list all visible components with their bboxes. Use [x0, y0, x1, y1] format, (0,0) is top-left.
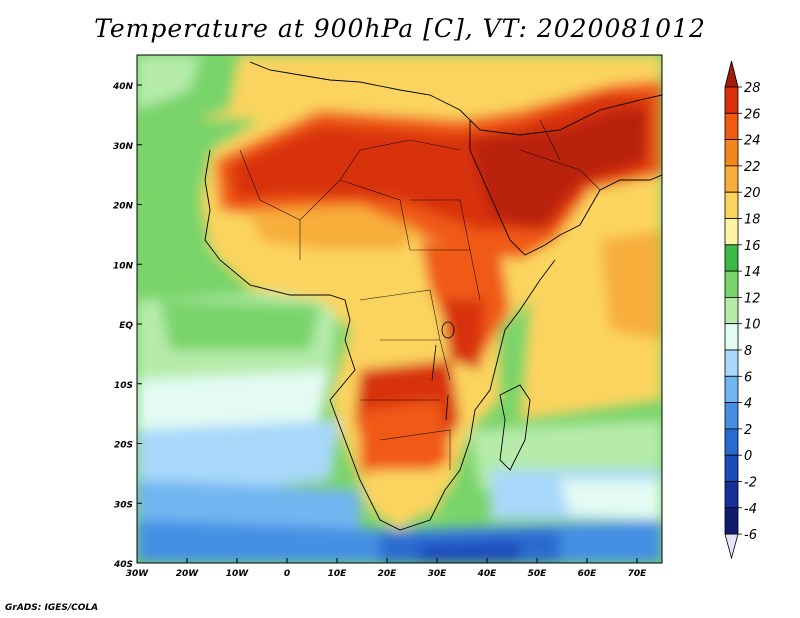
- colorbar-segment: [724, 296, 739, 325]
- lat-label: 30N: [113, 142, 134, 152]
- lat-label: 40N: [112, 82, 134, 92]
- colorbar-label: 10: [744, 318, 761, 333]
- map-title: Temperature at 900hPa [C], VT: 202008101…: [94, 14, 706, 43]
- colorbar-segment: [724, 270, 739, 298]
- lon-label: 0: [284, 569, 290, 579]
- credit-text: GrADS: IGES/COLA: [5, 603, 99, 613]
- lakes: [431, 321, 455, 421]
- colorbar-bottom-arrow: [724, 533, 739, 560]
- map-plot-area: [137, 55, 662, 563]
- colorbar-segment: [724, 139, 739, 167]
- colorbar-label: -6: [744, 528, 757, 543]
- lat-label: 10N: [113, 261, 134, 271]
- lat-label: 40S: [113, 560, 133, 570]
- lat-label: 20S: [114, 441, 133, 451]
- lat-label: 30S: [114, 500, 133, 510]
- colorbar-segment: [724, 507, 739, 535]
- country-borders: [239, 119, 601, 470]
- lon-label: 10E: [328, 569, 348, 579]
- lon-label: 40E: [477, 569, 498, 579]
- lat-label: 10S: [114, 381, 133, 391]
- colorbar-label: 14: [744, 265, 761, 280]
- colorbar-label: 2: [744, 423, 752, 438]
- map-frame: [136, 54, 663, 564]
- lon-label: 20W: [176, 569, 200, 579]
- colorbar-label: 12: [744, 291, 761, 306]
- colorbar-segment: [724, 428, 739, 456]
- colorbar-top-arrow: [724, 60, 739, 88]
- colorbar-segment: [724, 402, 739, 430]
- longitude-axis: 30W 20W 10W 0 10E 20E 30E 40E 50E 60E 70E: [126, 558, 647, 579]
- colorbar-label: 24: [744, 134, 761, 149]
- colorbar-label: 20: [744, 186, 761, 201]
- colorbar-segment: [724, 454, 739, 482]
- colorbar-label: 8: [744, 344, 752, 359]
- colorbar-label: 0: [744, 449, 752, 464]
- lon-label: 30W: [126, 569, 150, 579]
- lon-label: 10W: [226, 569, 250, 579]
- colorbar-label: 6: [744, 370, 752, 385]
- lon-label: 30E: [428, 569, 448, 579]
- colorbar-label: 4: [744, 397, 752, 412]
- colorbar-label: 18: [744, 213, 761, 228]
- colorbar-segment: [724, 323, 739, 351]
- colorbar-segment: [724, 86, 739, 114]
- colorbar-label: -2: [744, 476, 757, 491]
- lon-label: 60E: [578, 569, 598, 579]
- colorbar-segment: [724, 191, 739, 219]
- latitude-axis: 40N 30N 20N 10N EQ 10S 20S 30S 40S: [112, 82, 142, 570]
- lat-label: 20N: [113, 202, 134, 212]
- colorbar-label: 16: [744, 239, 761, 254]
- lon-label: 20E: [378, 569, 398, 579]
- colorbar-segment: [724, 349, 739, 377]
- colorbar-label: 28: [744, 81, 761, 96]
- colorbar-segment: [724, 112, 739, 141]
- colorbar-segment: [724, 481, 739, 509]
- colorbar-segment: [724, 244, 739, 272]
- colorbar-segment: [724, 165, 739, 193]
- colorbar-segment: [724, 375, 739, 403]
- colorbar-segment: [724, 218, 739, 246]
- lat-label: EQ: [119, 321, 133, 331]
- lon-label: 50E: [528, 569, 548, 579]
- coastlines: [204, 61, 662, 531]
- lon-label: 70E: [628, 569, 648, 579]
- colorbar-label: 26: [744, 107, 761, 122]
- colorbar-label: -4: [744, 502, 757, 517]
- colorbar-label: 22: [744, 160, 761, 175]
